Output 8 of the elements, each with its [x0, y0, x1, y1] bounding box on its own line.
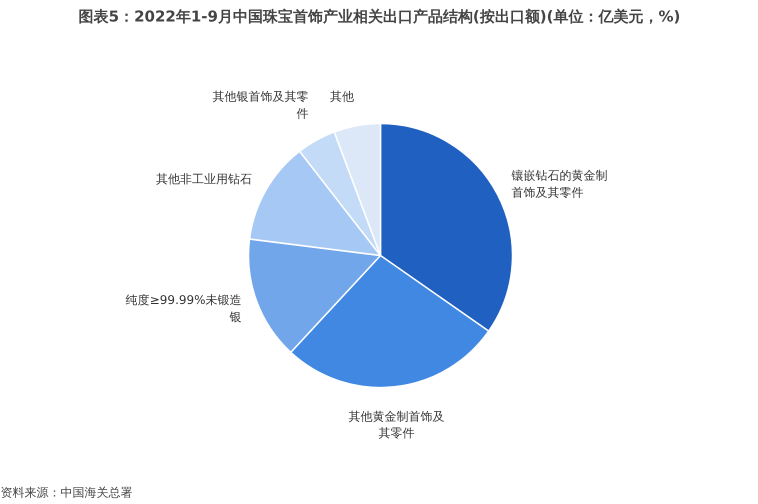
slice-label: 镶嵌钻石的黄金制首饰及其零件: [510, 168, 608, 200]
slice-label: 其他黄金制首饰及其零件: [348, 409, 444, 440]
text: 资料来源：中国海关总署: [0, 486, 132, 500]
slice-label: 其他非工业用钻石: [156, 172, 252, 186]
chart-title: 图表5：2022年1-9月中国珠宝首饰产业相关出口产品结构(按出口额)(单位：亿美元，%): [78, 8, 680, 26]
slice-label: 其他银首饰及其零件: [212, 90, 308, 120]
slice-label: 其他: [330, 89, 354, 104]
slice-label: 纯度≥99.99%未锻造银: [126, 293, 242, 324]
